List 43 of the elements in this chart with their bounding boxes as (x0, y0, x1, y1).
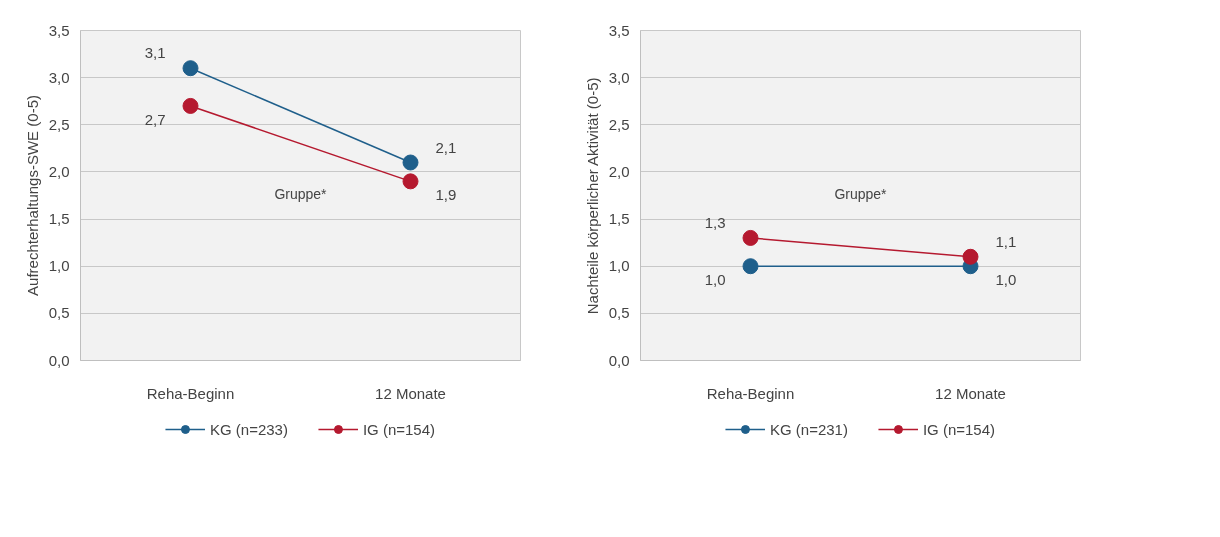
y-tick-label: 1,5 (48, 210, 70, 228)
y-tick-label: 1,0 (48, 257, 70, 275)
point (402, 154, 419, 171)
y-tick-label: 1,0 (608, 257, 630, 275)
point (182, 60, 199, 77)
y-tick-label: 3,5 (48, 21, 70, 39)
data-label: 3,1 (144, 44, 166, 62)
point (742, 258, 759, 275)
data-label: 2,1 (435, 138, 457, 156)
data-label: 2,7 (144, 110, 166, 128)
annotation: Gruppe* (834, 186, 888, 203)
data-label: 1,9 (435, 186, 457, 204)
y-tick-label: 2,0 (48, 162, 70, 180)
legend-label: KG (n=231) (769, 420, 848, 438)
y-tick-label: 0,5 (48, 304, 70, 322)
data-label: 1,0 (704, 271, 726, 289)
legend-label: IG (n=154) (922, 420, 996, 438)
point (962, 248, 979, 265)
y-tick-label: 3,5 (608, 21, 630, 39)
y-tick-label: 0,0 (48, 351, 70, 369)
point (402, 173, 419, 190)
legend-label: IG (n=154) (362, 420, 436, 438)
x-tick-label: 12 Monate (935, 384, 1006, 402)
y-tick-label: 2,0 (608, 162, 630, 180)
y-tick-label: 2,5 (608, 115, 630, 133)
y-axis-title: Aufrechterhaltungs-SWE (0-5) (23, 95, 41, 296)
y-tick-label: 2,5 (48, 115, 70, 133)
data-label: 1,3 (704, 213, 726, 231)
data-label: 1,1 (995, 232, 1017, 250)
point (182, 97, 199, 114)
point (742, 229, 759, 246)
y-tick-label: 0,5 (608, 304, 630, 322)
y-tick-label: 1,5 (608, 210, 630, 228)
y-tick-label: 0,0 (608, 351, 630, 369)
legend-label: KG (n=233) (209, 420, 288, 438)
y-tick-label: 3,0 (48, 68, 70, 86)
data-label: 1,0 (995, 271, 1017, 289)
x-tick-label: 12 Monate (375, 384, 446, 402)
x-tick-label: Reha-Beginn (146, 384, 235, 402)
annotation: Gruppe* (274, 186, 328, 203)
y-tick-label: 3,0 (608, 68, 630, 86)
y-axis-title: Nachteile körperlicher Aktivität (0-5) (583, 77, 601, 315)
x-tick-label: Reha-Beginn (706, 384, 795, 402)
